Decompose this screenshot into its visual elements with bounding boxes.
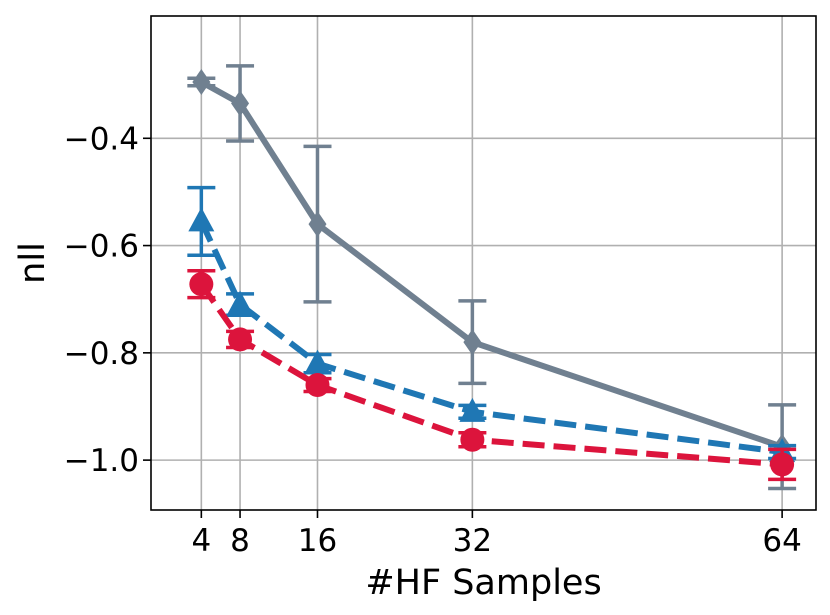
y-tick-label: −0.8 — [64, 336, 139, 372]
x-axis-label: #HF Samples — [365, 563, 601, 603]
x-tick-label: 64 — [762, 523, 801, 559]
data-point — [460, 427, 485, 452]
data-point — [231, 90, 250, 117]
series-circle — [187, 269, 797, 482]
data-point — [770, 452, 795, 477]
axis-ticks: 4 8 16 32 64 −0.4 −0.6 −0.8 −1.0 — [64, 121, 802, 559]
series-line — [199, 79, 784, 450]
data-point — [189, 272, 214, 297]
data-point — [227, 290, 254, 315]
data-point — [228, 327, 253, 352]
series-diamond — [187, 64, 797, 491]
x-tick-label: 8 — [230, 523, 250, 559]
data-point — [304, 349, 331, 374]
data-point — [192, 68, 211, 95]
data-point — [308, 211, 327, 238]
x-tick-label: 32 — [453, 523, 492, 559]
data-point — [459, 397, 486, 422]
y-tick-label: −0.4 — [64, 121, 139, 157]
data-point — [463, 329, 482, 356]
y-tick-label: −1.0 — [64, 443, 139, 479]
x-tick-label: 4 — [191, 523, 211, 559]
y-axis-label: nll — [13, 242, 53, 284]
y-tick-label: −0.6 — [64, 229, 139, 265]
x-tick-label: 16 — [298, 523, 337, 559]
series-line — [198, 282, 783, 468]
data-point — [305, 373, 330, 398]
series-layer — [187, 64, 797, 491]
data-point — [188, 207, 215, 232]
plot-frame — [150, 15, 817, 511]
